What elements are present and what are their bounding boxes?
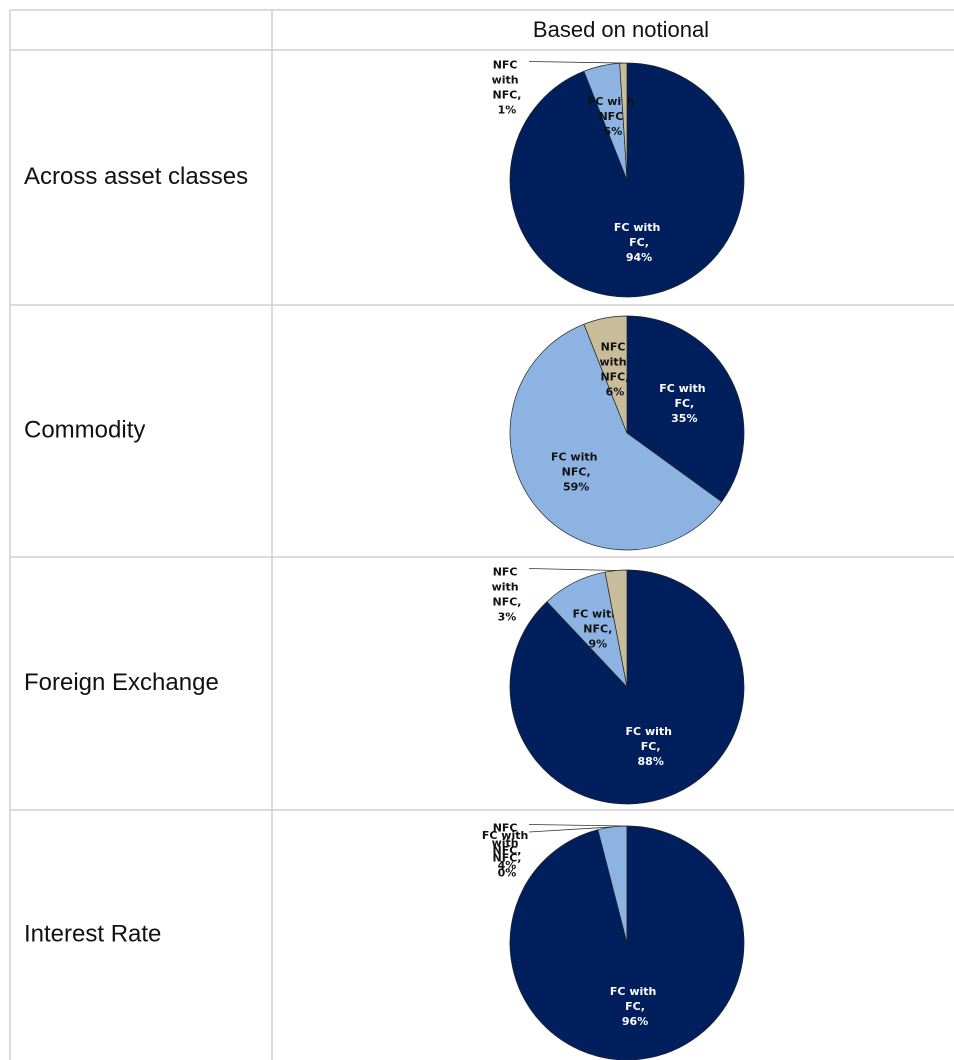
slice-label: FC with FC, bbox=[610, 985, 660, 1013]
slice-value-label: 0% bbox=[498, 867, 517, 880]
pie-slice bbox=[509, 323, 723, 551]
slice-label: FC with NFC, bbox=[482, 829, 532, 857]
slice-value-label: 88% bbox=[638, 755, 664, 768]
slice-value-label: 94% bbox=[626, 251, 652, 264]
slice-value-label: 5% bbox=[604, 125, 623, 138]
slice-label: FC with NFC, bbox=[551, 450, 601, 478]
leader-line bbox=[528, 568, 616, 571]
row-label: Commodity bbox=[24, 416, 145, 443]
slice-value-label: 35% bbox=[671, 412, 697, 425]
column-header: Based on notional bbox=[533, 17, 709, 42]
row-label: Across asset classes bbox=[24, 163, 248, 190]
slice-value-label: 96% bbox=[622, 1015, 648, 1028]
leader-line bbox=[528, 824, 628, 827]
slice-label: FC with FC, bbox=[626, 725, 676, 753]
slice-label: FC with NFC, bbox=[573, 608, 623, 636]
slice-value-label: 9% bbox=[588, 638, 607, 651]
slice-label: NFC with NFC, bbox=[600, 340, 631, 383]
leader-line bbox=[528, 826, 613, 833]
slice-value-label: 1% bbox=[498, 104, 517, 117]
slice-label: NFC with NFC, bbox=[492, 566, 523, 609]
slice-value-label: 59% bbox=[563, 480, 589, 493]
leader-line bbox=[528, 61, 624, 64]
slice-value-label: 4% bbox=[498, 859, 517, 872]
pie-slice bbox=[626, 315, 745, 503]
slice-label: FC with FC, bbox=[614, 221, 664, 249]
slice-value-label: 6% bbox=[606, 385, 625, 398]
slice-value-label: 3% bbox=[498, 611, 517, 624]
slice-label: NFC with NFC, bbox=[492, 59, 523, 102]
slice-label: NFC with NFC, bbox=[492, 822, 523, 865]
row-label: Foreign Exchange bbox=[24, 669, 219, 696]
row-label: Interest Rate bbox=[24, 920, 161, 947]
slice-label: FC with FC, bbox=[659, 382, 709, 410]
pie-slice bbox=[583, 315, 628, 434]
